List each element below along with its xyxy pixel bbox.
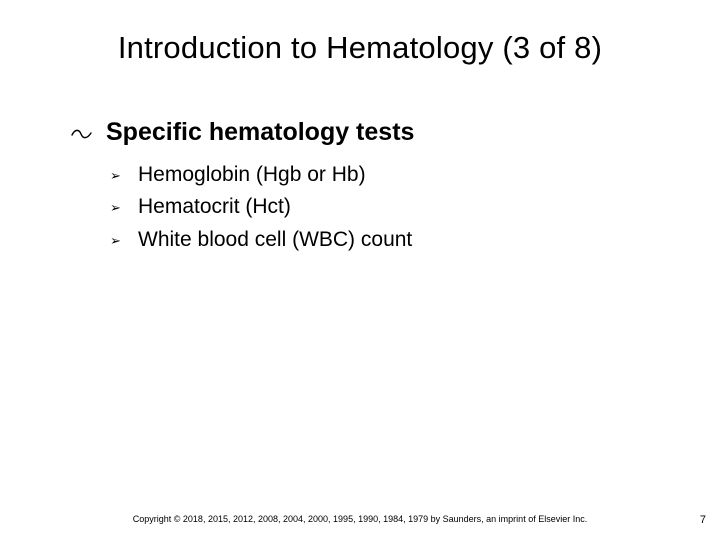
section-heading-text: Specific hematology tests bbox=[106, 118, 414, 147]
arrow-bullet-icon: ➢ bbox=[110, 232, 138, 250]
list-item: ➢ White blood cell (WBC) count bbox=[110, 226, 650, 254]
slide-title: Introduction to Hematology (3 of 8) bbox=[0, 30, 720, 66]
slide-body: Specific hematology tests ➢ Hemoglobin (… bbox=[70, 118, 650, 258]
list-item: ➢ Hemoglobin (Hgb or Hb) bbox=[110, 161, 650, 189]
slide: Introduction to Hematology (3 of 8) Spec… bbox=[0, 0, 720, 540]
list-item-text: Hematocrit (Hct) bbox=[138, 193, 291, 221]
arrow-bullet-icon: ➢ bbox=[110, 167, 138, 185]
list-item-text: Hemoglobin (Hgb or Hb) bbox=[138, 161, 366, 189]
copyright-text: Copyright © 2018, 2015, 2012, 2008, 2004… bbox=[0, 514, 720, 524]
arrow-bullet-icon: ➢ bbox=[110, 199, 138, 217]
list-item-text: White blood cell (WBC) count bbox=[138, 226, 412, 254]
section-heading: Specific hematology tests bbox=[70, 118, 650, 147]
page-number: 7 bbox=[700, 514, 706, 526]
scribble-bullet-icon bbox=[70, 126, 106, 146]
list-item: ➢ Hematocrit (Hct) bbox=[110, 193, 650, 221]
